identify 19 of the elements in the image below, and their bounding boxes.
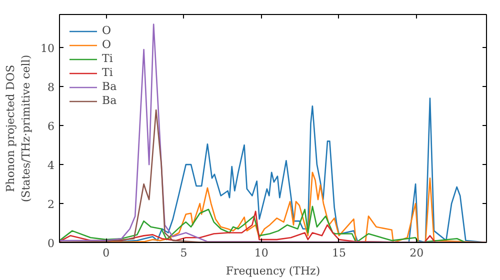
x-axis-title: Frequency (THz) (226, 264, 320, 278)
x-tick-label: 0 (102, 246, 110, 260)
y-tick-label: 0 (48, 237, 54, 250)
y-tick-label: 4 (48, 159, 54, 172)
x-tick-label: 10 (254, 246, 268, 260)
legend-label: Ti (102, 52, 114, 65)
y-tick-label: 6 (48, 120, 54, 134)
y-axis-title: Phonon projected DOS (States/THz·primitive cell) (4, 54, 33, 202)
x-tick-label: 20 (410, 246, 424, 260)
y-tick-label: 10 (40, 42, 55, 56)
y-tick-label: 8 (48, 81, 54, 94)
x-tick-label: 15 (332, 246, 346, 260)
legend-label: Ti (102, 66, 114, 79)
legend-label: O (102, 38, 112, 51)
y-tick-label: 2 (48, 198, 54, 212)
x-tick-label: 5 (180, 246, 188, 260)
legend-label: Ba (102, 80, 118, 93)
legend-label: Ba (102, 94, 118, 107)
legend-label: O (102, 24, 112, 37)
